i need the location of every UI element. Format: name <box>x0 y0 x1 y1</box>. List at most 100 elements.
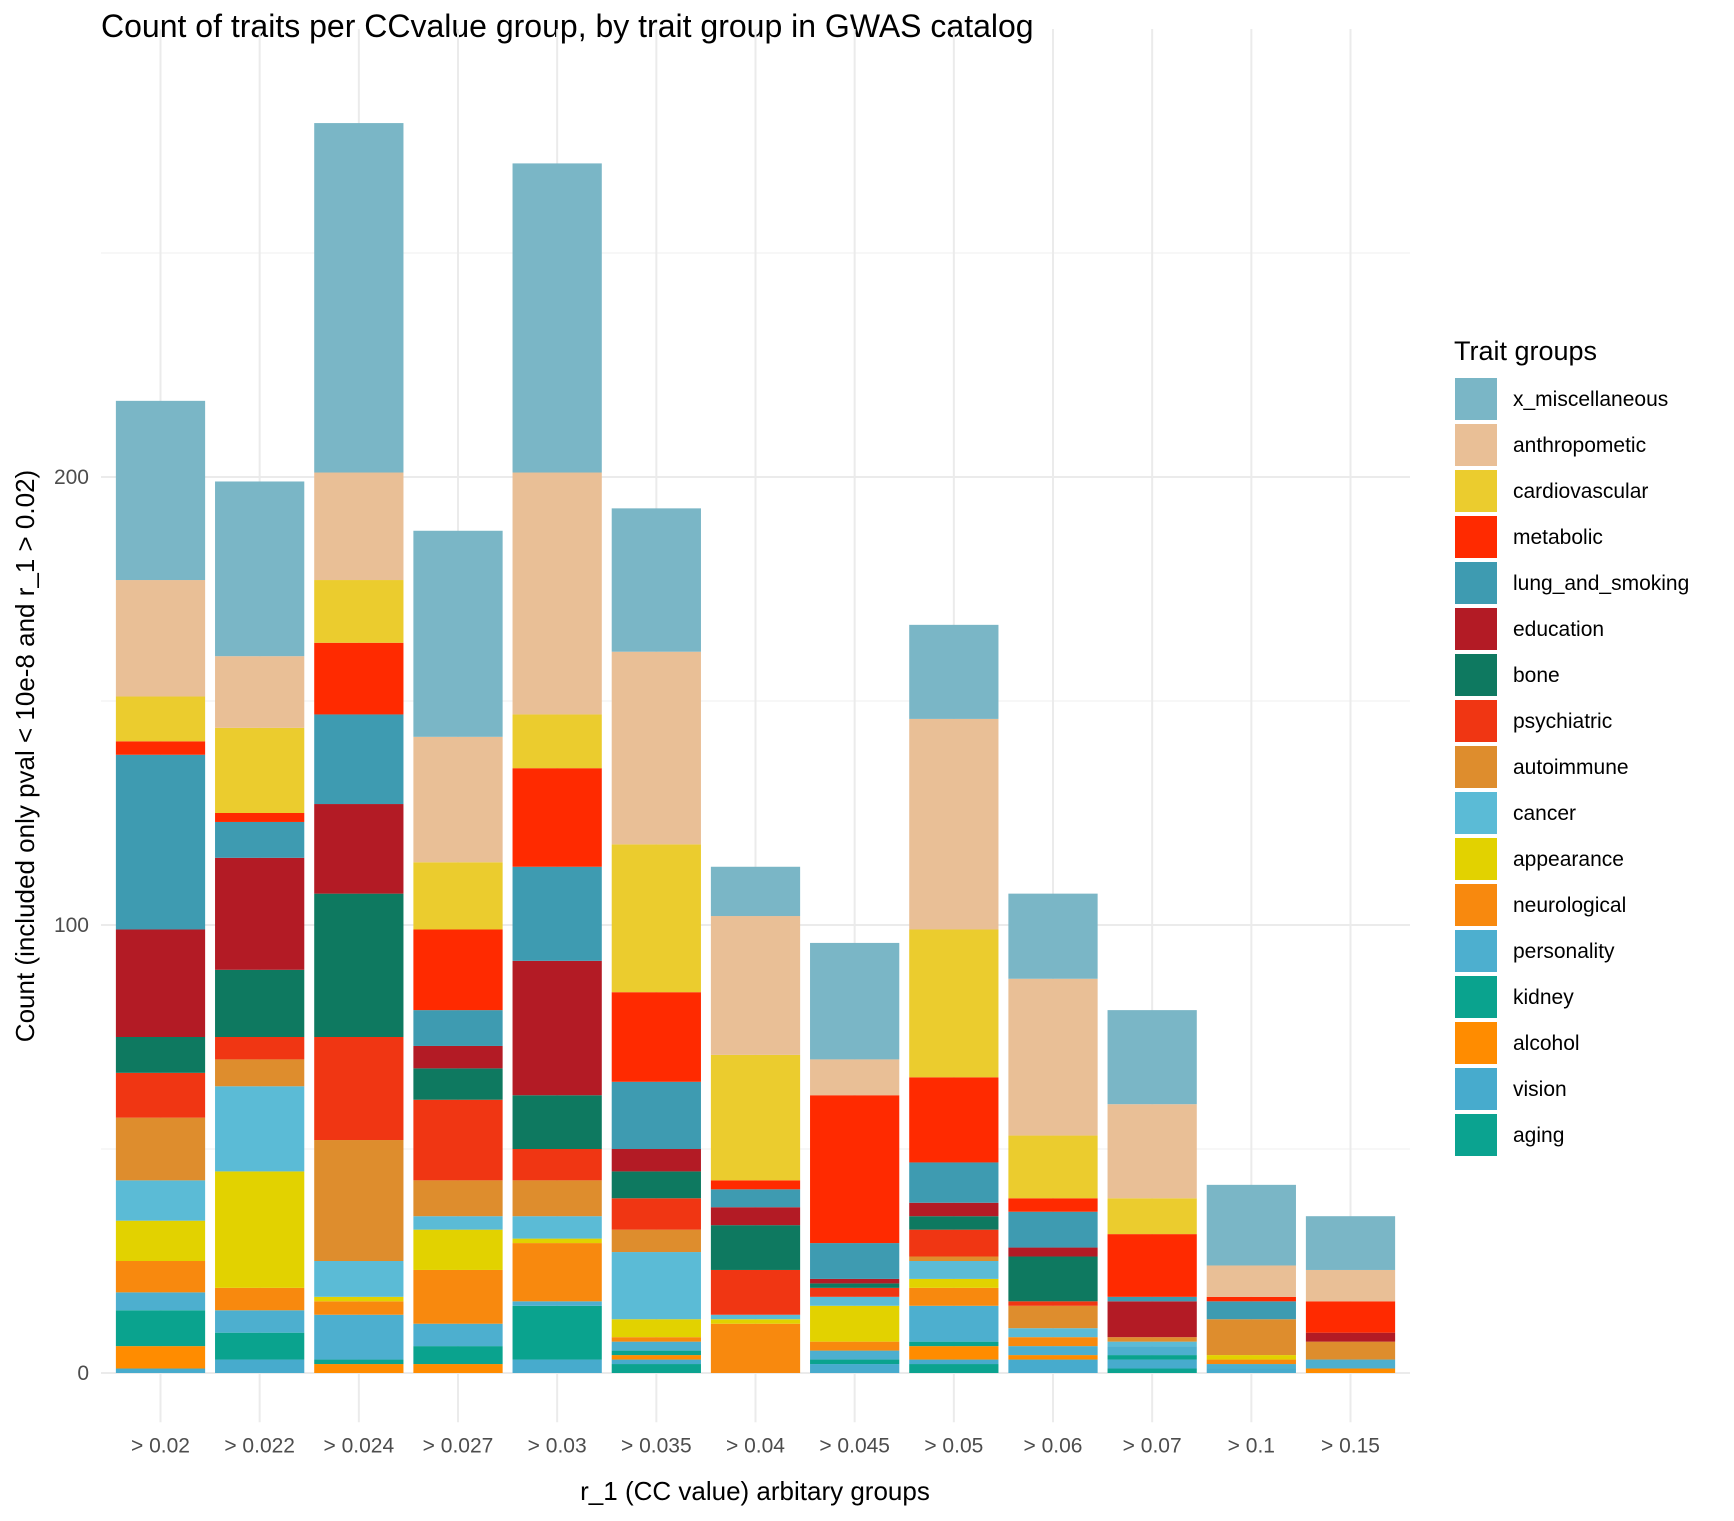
bar-segment-bone <box>710 1225 801 1270</box>
bar-segment-metabolic <box>810 1095 900 1244</box>
legend-label: kidney <box>1513 986 1574 1009</box>
x-tick-label: > 0.06 <box>1024 1434 1083 1457</box>
bar-segment-kidney <box>115 1310 206 1347</box>
bar-segment-x-miscellaneous <box>314 123 404 473</box>
bar-segment-appearance <box>215 1171 305 1288</box>
y-axis-title: Count (included only pval < 10e-8 and r_… <box>10 470 40 1042</box>
bar-segment-metabolic <box>909 1077 999 1163</box>
bar-segment-autoimmune <box>1107 1337 1197 1342</box>
bar-segment-aging <box>1107 1368 1197 1373</box>
bar-segment-personality <box>1107 1346 1197 1356</box>
legend-label: vision <box>1513 1078 1567 1101</box>
bar-segment-cancer <box>115 1180 206 1221</box>
bar-segment-appearance <box>314 1296 404 1302</box>
bar-segment-bone <box>1008 1256 1098 1302</box>
bar-segment-personality <box>413 1323 503 1347</box>
bar-segment-lung-and-smoking <box>512 866 602 961</box>
bar-segment-x-miscellaneous <box>115 400 206 581</box>
x-tick-label: > 0.15 <box>1321 1434 1380 1457</box>
bar-segment-psychiatric <box>710 1269 801 1315</box>
bar-segment-cancer <box>810 1296 900 1306</box>
legend-label: metabolic <box>1513 526 1603 549</box>
bar-segment-alcohol <box>314 1364 404 1373</box>
bar-segment-psychiatric <box>1008 1301 1098 1306</box>
bar-segment-metabolic <box>1107 1234 1197 1297</box>
bar-segment-cardiovascular <box>115 696 206 742</box>
bar-segment-aging <box>611 1364 701 1373</box>
bar-segment-neurological <box>115 1261 206 1293</box>
bar-segment-autoimmune <box>1008 1305 1098 1329</box>
bar-segment-bone <box>810 1283 900 1288</box>
bar-segment-cardiovascular <box>314 580 404 643</box>
bar-segment-alcohol <box>1305 1368 1396 1373</box>
bar-segment-metabolic <box>710 1180 801 1190</box>
legend-label: cancer <box>1513 802 1576 825</box>
bar-segment-anthropometic <box>909 718 999 930</box>
bar-segment-personality <box>115 1292 206 1311</box>
legend-label: neurological <box>1513 894 1626 917</box>
bar-segment-x-miscellaneous <box>1206 1184 1296 1266</box>
bar-segment-lung-and-smoking <box>1008 1211 1098 1248</box>
bar-segment-neurological <box>611 1337 701 1342</box>
bar-segment-kidney <box>512 1305 602 1360</box>
bar-segment-bone <box>314 893 404 1037</box>
legend-key-kidney <box>1455 976 1497 1018</box>
bar-segment-psychiatric <box>115 1072 206 1118</box>
bar-segment-anthropometic <box>1008 978 1098 1136</box>
bar-segment-bone <box>413 1068 503 1100</box>
bar-segment-lung-and-smoking <box>1206 1301 1296 1320</box>
bar-segment-cancer <box>512 1216 602 1239</box>
bar-segment-metabolic <box>413 929 503 1011</box>
bar-segment-metabolic <box>1305 1301 1396 1333</box>
bar-segment-neurological <box>215 1287 305 1311</box>
legend-label: personality <box>1513 940 1615 963</box>
bar-segment-vision <box>215 1359 305 1373</box>
bar-segment-cardiovascular <box>1008 1135 1098 1199</box>
bar-segment-neurological <box>413 1269 503 1324</box>
y-axis-ticks: 0 100 200 <box>54 466 89 1385</box>
bar-segment-neurological <box>1008 1337 1098 1347</box>
legend-key-x-miscellaneous <box>1455 378 1497 420</box>
bar-segment-vision <box>611 1359 701 1365</box>
bar-segment-metabolic <box>611 992 701 1082</box>
bar-segment-education <box>512 960 602 1096</box>
bar-segment-education <box>413 1045 503 1069</box>
bar-segment-x-miscellaneous <box>710 866 801 917</box>
legend-label: aging <box>1513 1124 1564 1147</box>
bar-segment-autoimmune <box>115 1117 206 1181</box>
legend-label: anthropometic <box>1513 434 1646 457</box>
y-tick-label: 200 <box>54 466 89 489</box>
bar-segment-cardiovascular <box>710 1054 801 1181</box>
bar-segment-psychiatric <box>611 1198 701 1230</box>
bar-segment-cancer <box>413 1216 503 1230</box>
bar-segment-personality <box>1206 1364 1296 1369</box>
bar-segment-personality <box>512 1301 602 1306</box>
bar-segment-cancer <box>1008 1328 1098 1338</box>
bar-segment-vision <box>1206 1368 1296 1373</box>
legend-title: Trait groups <box>1454 336 1597 366</box>
legend-key-psychiatric <box>1455 700 1497 742</box>
bar-segment-autoimmune <box>314 1140 404 1261</box>
bar-segment-alcohol <box>909 1346 999 1360</box>
bar-segment-bone <box>215 969 305 1037</box>
bar-segment-x-miscellaneous <box>1305 1216 1396 1270</box>
bar-segment-cancer <box>909 1261 999 1279</box>
bar-segment-kidney <box>810 1359 900 1365</box>
legend-key-education <box>1455 608 1497 650</box>
bar-segment-cardiovascular <box>909 929 999 1078</box>
bar-segment-bone <box>512 1095 602 1149</box>
legend-key-metabolic <box>1455 516 1497 558</box>
bar-segment-autoimmune <box>611 1229 701 1253</box>
legend-label: cardiovascular <box>1513 480 1648 503</box>
bar-segment-personality <box>314 1314 404 1360</box>
legend-key-neurological <box>1455 884 1497 926</box>
bar-segment-x-miscellaneous <box>810 942 900 1060</box>
bar-segment-anthropometic <box>1206 1265 1296 1297</box>
bar-segment-neurological <box>512 1243 602 1302</box>
bar-segment-neurological <box>810 1341 900 1351</box>
bar-segment-education <box>909 1202 999 1217</box>
bar-segment-vision <box>909 1359 999 1365</box>
x-axis-title: r_1 (CC value) arbitary groups <box>580 1476 930 1506</box>
x-tick-label: > 0.05 <box>924 1434 983 1457</box>
bar-segment-autoimmune <box>1305 1341 1396 1360</box>
